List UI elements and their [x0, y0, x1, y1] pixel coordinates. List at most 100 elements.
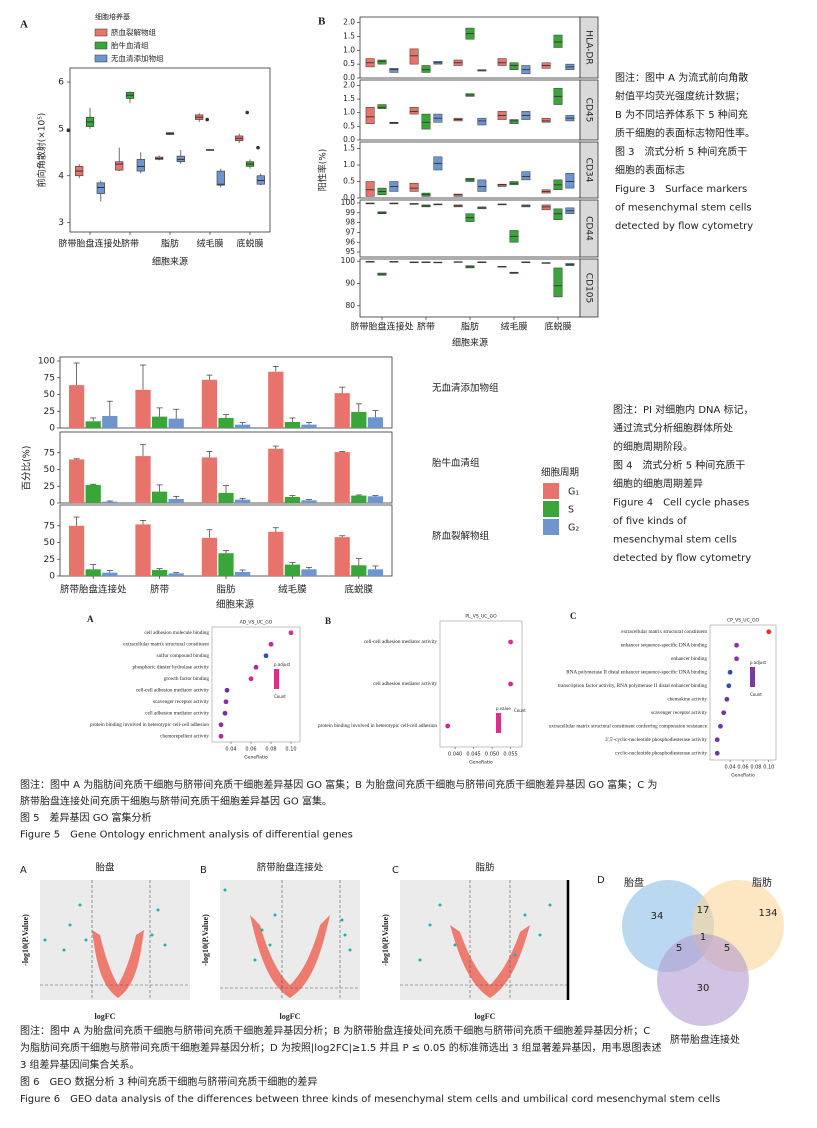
box [509, 62, 519, 70]
x-tick-label: 0.045 [466, 752, 480, 758]
label: 胎牛血清组 [111, 40, 149, 50]
venn [622, 880, 784, 1026]
bar [168, 418, 184, 428]
strip-label: CD105 [584, 273, 594, 303]
figure-note: 通过流式分析细胞群体所处 [613, 422, 733, 435]
y-tick-label: 25 [44, 407, 55, 417]
dot [721, 710, 727, 716]
dot [253, 664, 259, 670]
figure-caption: 3 组差异基因间集合关系。 [20, 1058, 140, 1071]
figure-note: 细胞的表面标志 [615, 164, 685, 177]
plot-title: CP_VS_UC_GO [727, 618, 759, 624]
term-label: transcription factor activity, RNA polym… [558, 682, 707, 689]
venn-circle [657, 934, 749, 1026]
panel-frame [359, 79, 581, 141]
dot [766, 629, 772, 635]
term-label: 3',5'-cyclic-nucleotide phosphodiesteras… [605, 737, 707, 743]
strip [579, 79, 599, 141]
bar [234, 571, 251, 576]
box [553, 34, 563, 48]
bar [351, 565, 367, 576]
figure-note: Figure 3 Surface markers [615, 184, 747, 195]
term-label: enhancer sequence-specific DNA binding [621, 641, 708, 648]
panel-label: D [597, 875, 605, 886]
figure-note: B 为不同培养体系下 5 种间充 [615, 108, 748, 121]
bar [218, 553, 234, 576]
legend-label: G₂ [568, 523, 579, 534]
outlier [256, 145, 260, 150]
axis-label: GeneRatio [469, 760, 493, 766]
axis-label: GeneRatio [244, 755, 268, 761]
y-tick-label: 25 [44, 555, 55, 565]
y-tick-label: 96 [345, 237, 355, 246]
figure-note: 图 4 流式分析 5 种间充质干 [613, 459, 745, 472]
legend-swatch [543, 501, 559, 517]
y-tick-label: 4 [58, 171, 64, 181]
bar [268, 531, 284, 576]
axis-label: 细胞来源 [452, 337, 488, 349]
bar [85, 421, 101, 428]
legend-title: Count [274, 694, 286, 699]
box [409, 182, 419, 192]
y-tick-label: 2.0 [343, 18, 355, 27]
box [477, 117, 487, 126]
bar [301, 569, 317, 576]
sig-points [43, 903, 167, 952]
x-tick-label: 脂肪 [216, 584, 236, 596]
volcano-cloud [450, 925, 530, 998]
term-label: phosphoric diester hydrolase activity [133, 664, 210, 670]
bar [367, 569, 384, 576]
legend-swatch [543, 519, 559, 535]
box [541, 117, 551, 123]
bar [102, 415, 118, 428]
figure-note: 图注：图中 A 为流式前向角散 [615, 71, 748, 84]
figure-note: 图 3 流式分析 5 种间充质干 [615, 145, 747, 158]
figure-caption: 为脂肪间充质干细胞与脐带间充质干细胞差异基因分析；D 为按照|log2FC|≥1… [20, 1041, 662, 1054]
x-tick-label: 绒毛膜 [196, 238, 223, 250]
box [421, 113, 431, 130]
x-tick-label: 绒毛膜 [500, 321, 527, 333]
legend-swatch [94, 41, 108, 50]
venn-set-label: 脂肪 [752, 876, 772, 889]
x-tick-label: 脂肪 [461, 321, 479, 333]
term-label: cell-cell adhesion mediator activity [136, 687, 209, 693]
strip-label: HLA-DR [584, 30, 594, 64]
legend-swatch [543, 483, 559, 499]
term-label: RNA polymerase II distal enhancer sequen… [566, 668, 707, 675]
y-tick-label: 5 [58, 124, 64, 134]
y-tick-label: 75 [44, 373, 55, 383]
dot [224, 687, 230, 693]
axis-label: 细胞来源 [152, 256, 188, 268]
venn-count: 17 [697, 905, 710, 916]
bar [135, 524, 151, 576]
axis-label: 细胞来源 [216, 599, 255, 611]
axis-label: GeneRatio [731, 773, 755, 779]
bar [201, 537, 218, 576]
figure-caption: 图 6 GEO 数据分析 3 种间充质干细胞与脐带间充质干细胞的差异 [20, 1075, 317, 1088]
strip-label: CD44 [584, 216, 594, 241]
box [497, 58, 507, 66]
x-tick-label: 0.055 [503, 752, 517, 758]
axis-label: 阳性率(%) [317, 149, 329, 192]
bar [68, 459, 85, 503]
strip-label: CD45 [584, 98, 594, 123]
y-tick-label: 99 [345, 208, 355, 217]
x-tick-label: 0.04 [225, 747, 236, 753]
label: A [20, 19, 28, 31]
bar [218, 492, 234, 503]
label: 无血清添加物组 [111, 53, 164, 63]
x-tick-label: 0.10 [285, 747, 296, 753]
venn-count: 5 [676, 943, 682, 954]
term-label: protein binding involved in heterotypic … [90, 722, 209, 728]
y-tick-label: 50 [44, 465, 56, 475]
y-tick-label: 0 [49, 572, 55, 582]
panel-label: 无血清添加物组 [432, 382, 499, 394]
y-tick-label: 100 [341, 198, 356, 207]
figure-note: 射值平均荧光强度统计数据； [615, 90, 745, 103]
figure-note: 图注：PI 对细胞内 DNA 标记， [613, 403, 754, 416]
bar [135, 389, 151, 428]
axis-label: logFC [95, 1012, 116, 1021]
panel-label: C [570, 611, 577, 621]
strip [579, 141, 599, 199]
x-tick-label: 绒毛膜 [278, 584, 307, 596]
